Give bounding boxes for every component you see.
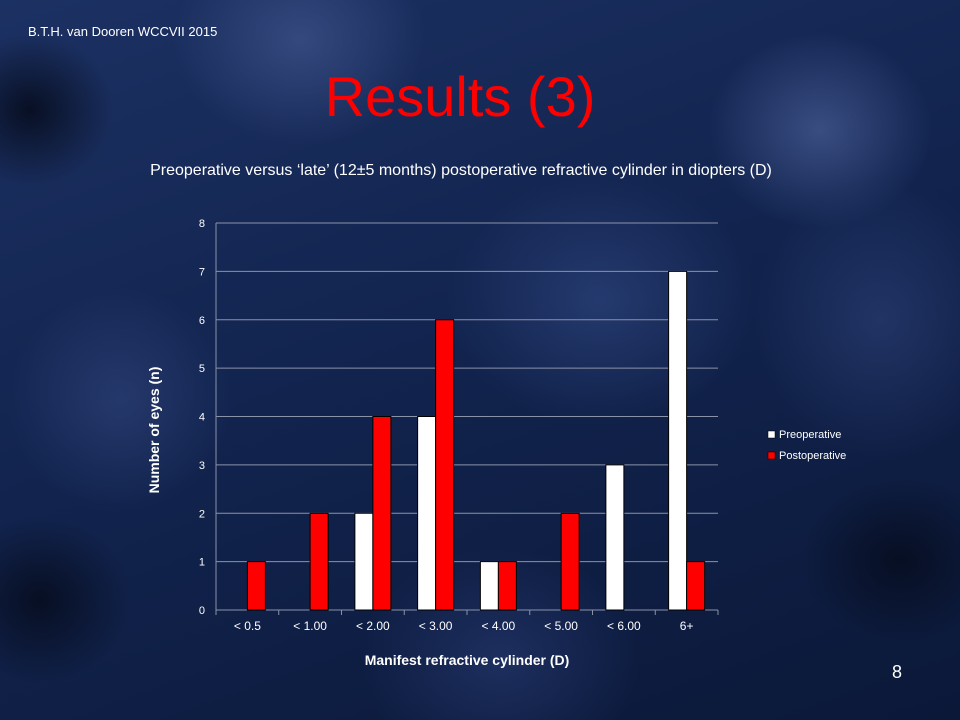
y-tick-label: 4 xyxy=(199,412,205,424)
x-tick-label: < 1.00 xyxy=(293,619,327,633)
x-tick-label: 6+ xyxy=(680,619,694,633)
y-tick-label: 7 xyxy=(199,266,205,278)
y-tick-label: 3 xyxy=(199,460,205,472)
y-tick-label: 1 xyxy=(199,557,205,569)
bar-preoperative xyxy=(417,416,437,611)
x-tick-label: < 2.00 xyxy=(356,619,390,633)
bar-postoperative xyxy=(497,561,517,611)
bar-preoperative xyxy=(479,561,499,611)
x-axis-title: Manifest refractive cylinder (D) xyxy=(365,652,570,668)
y-tick-label: 8 xyxy=(199,218,205,230)
y-axis-title: Number of eyes (n) xyxy=(146,367,162,494)
legend-swatch-postoperative xyxy=(767,451,776,460)
slide-subtitle: Preoperative versus ‘late’ (12±5 months)… xyxy=(150,162,772,179)
legend-swatch-preoperative xyxy=(767,430,776,439)
x-tick-label: < 4.00 xyxy=(482,619,516,633)
bar-postoperative xyxy=(686,561,706,611)
y-tick-label: 2 xyxy=(199,508,205,520)
x-tick-label: < 5.00 xyxy=(544,619,578,633)
y-tick-label: 0 xyxy=(199,605,205,617)
page-number: 8 xyxy=(892,662,903,682)
bar-postoperative xyxy=(309,512,329,611)
y-tick-label: 6 xyxy=(199,315,205,327)
x-tick-label: < 0.5 xyxy=(234,619,261,633)
author-credit: B.T.H. van Dooren WCCVII 2015 xyxy=(28,24,218,39)
bar-postoperative xyxy=(435,319,455,611)
bar-preoperative xyxy=(668,270,688,611)
bar-preoperative xyxy=(605,464,625,611)
bar-preoperative xyxy=(354,512,374,611)
y-tick-label: 5 xyxy=(199,363,205,375)
bar-postoperative xyxy=(372,416,392,611)
bar-postoperative xyxy=(246,561,266,611)
legend-label-postoperative: Postoperative xyxy=(779,450,846,462)
legend-label-preoperative: Preoperative xyxy=(779,429,841,441)
x-tick-label: < 6.00 xyxy=(607,619,641,633)
slide-title: Results (3) xyxy=(324,65,596,128)
x-tick-label: < 3.00 xyxy=(419,619,453,633)
bar-postoperative xyxy=(560,512,580,611)
